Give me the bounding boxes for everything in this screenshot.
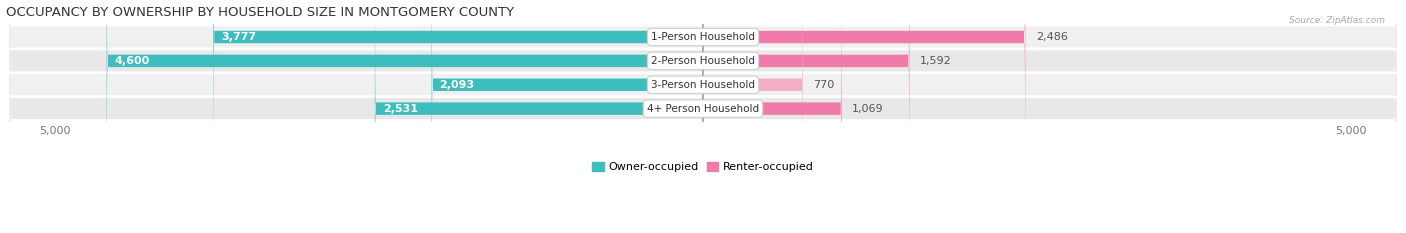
- Text: 2,093: 2,093: [440, 80, 475, 90]
- Text: 770: 770: [813, 80, 834, 90]
- Text: 1,069: 1,069: [852, 104, 883, 114]
- FancyBboxPatch shape: [703, 0, 1025, 222]
- Text: Source: ZipAtlas.com: Source: ZipAtlas.com: [1289, 16, 1385, 25]
- Text: OCCUPANCY BY OWNERSHIP BY HOUSEHOLD SIZE IN MONTGOMERY COUNTY: OCCUPANCY BY OWNERSHIP BY HOUSEHOLD SIZE…: [6, 6, 513, 19]
- Text: 2,531: 2,531: [382, 104, 418, 114]
- Text: 2-Person Household: 2-Person Household: [651, 56, 755, 66]
- FancyBboxPatch shape: [107, 0, 703, 233]
- Text: 4+ Person Household: 4+ Person Household: [647, 104, 759, 114]
- FancyBboxPatch shape: [703, 0, 910, 233]
- Text: 1,592: 1,592: [920, 56, 952, 66]
- FancyBboxPatch shape: [10, 0, 1396, 233]
- Text: 1-Person Household: 1-Person Household: [651, 32, 755, 42]
- Text: 3,777: 3,777: [221, 32, 256, 42]
- FancyBboxPatch shape: [432, 0, 703, 233]
- FancyBboxPatch shape: [703, 0, 842, 233]
- Text: 4,600: 4,600: [114, 56, 149, 66]
- FancyBboxPatch shape: [703, 0, 803, 233]
- FancyBboxPatch shape: [375, 0, 703, 233]
- Text: 2,486: 2,486: [1036, 32, 1067, 42]
- Legend: Owner-occupied, Renter-occupied: Owner-occupied, Renter-occupied: [588, 158, 818, 177]
- FancyBboxPatch shape: [10, 0, 1396, 233]
- FancyBboxPatch shape: [10, 0, 1396, 233]
- FancyBboxPatch shape: [214, 0, 703, 222]
- Text: 3-Person Household: 3-Person Household: [651, 80, 755, 90]
- FancyBboxPatch shape: [10, 0, 1396, 233]
